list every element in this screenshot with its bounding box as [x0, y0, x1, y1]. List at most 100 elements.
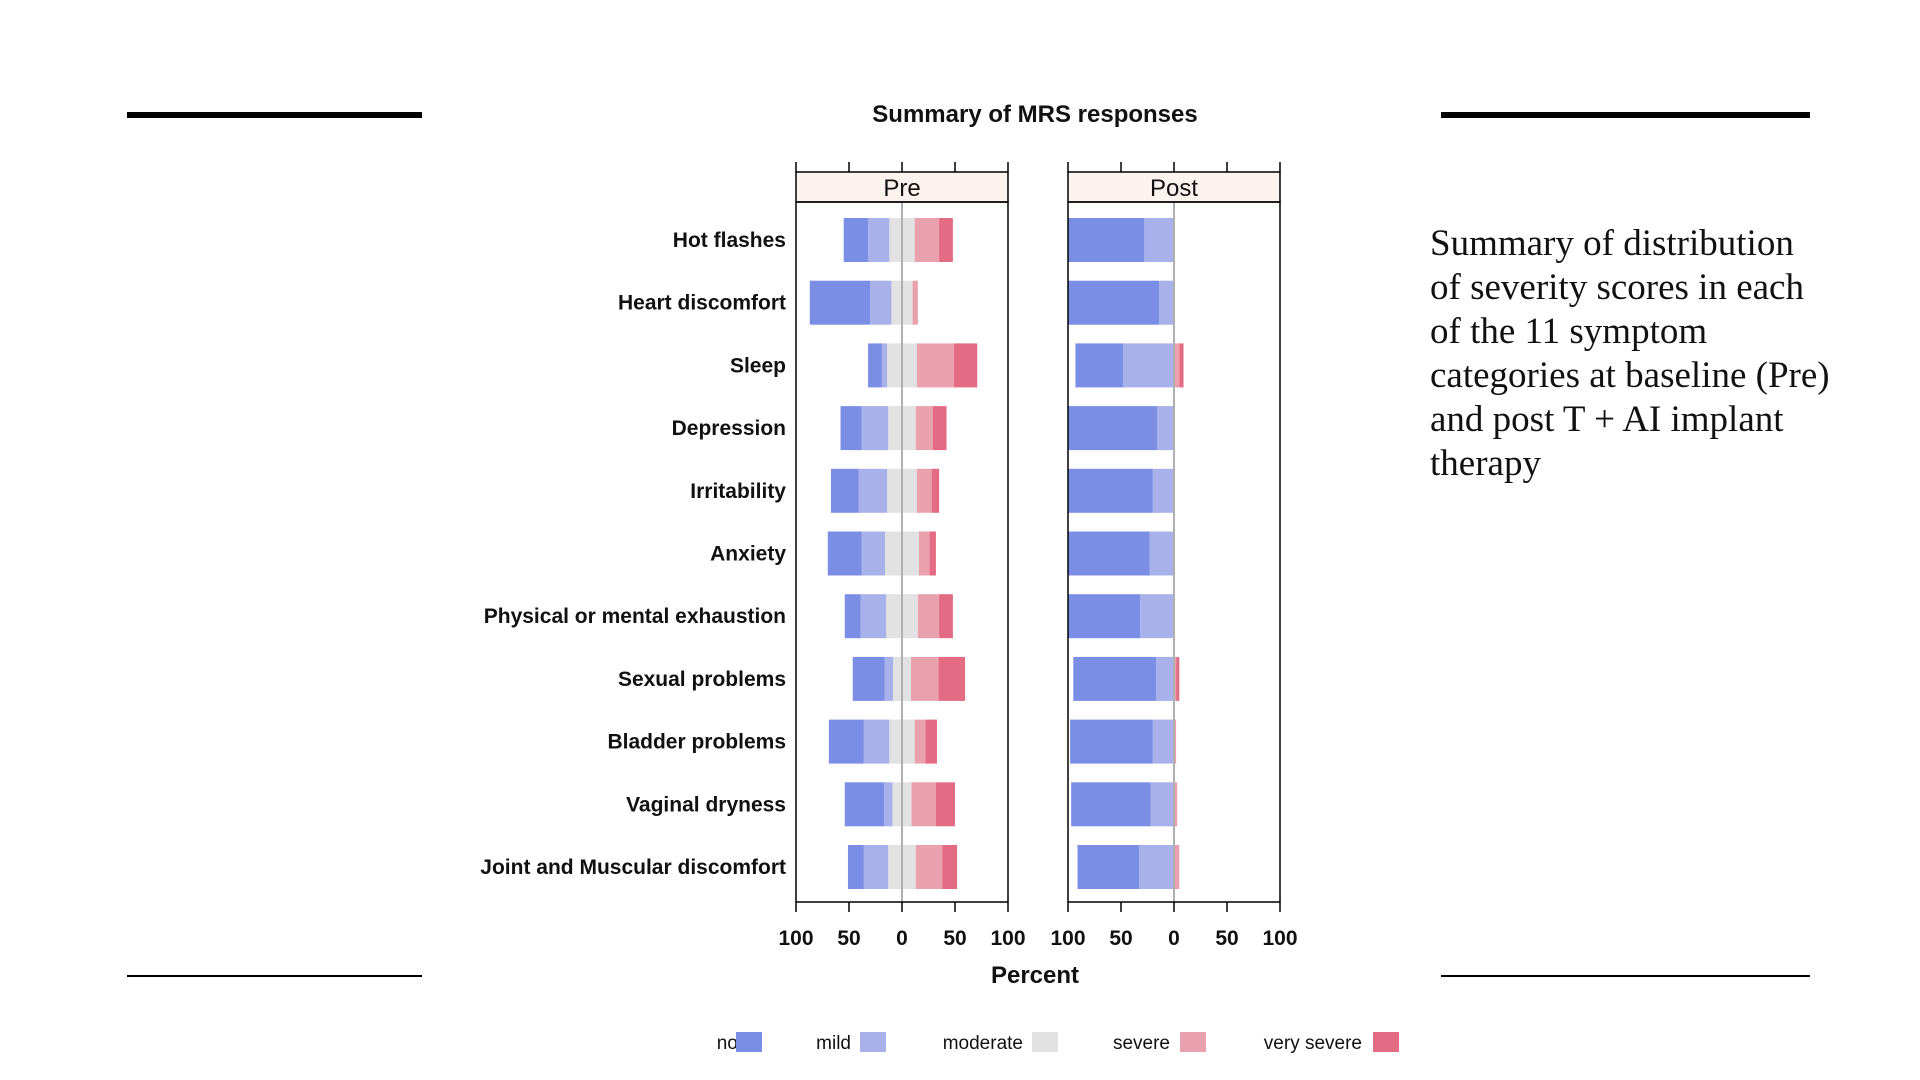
category-label: Sexual problems [618, 668, 786, 691]
legend-swatch [1373, 1032, 1399, 1052]
bar-pre-moderate [902, 406, 916, 451]
bar-pre-very-severe [939, 594, 953, 639]
bar-pre-mild [870, 280, 892, 325]
bar-pre-moderate [891, 280, 902, 325]
bar-pre-severe [916, 343, 954, 388]
bar-pre-moderate [886, 594, 902, 639]
category-label: Heart discomfort [618, 292, 786, 315]
bar-pre-none [809, 280, 871, 325]
x-tick-label: 0 [896, 927, 908, 950]
bar-pre-moderate [902, 656, 912, 701]
bottom-right-rule [1441, 975, 1810, 977]
x-tick-label: 50 [837, 927, 860, 950]
bar-pre-mild [860, 594, 887, 639]
x-axis-label: Percent [991, 962, 1079, 989]
legend-label: mild [816, 1033, 851, 1054]
bar-pre-very-severe [929, 531, 936, 576]
bar-pre-moderate [902, 531, 919, 576]
bar-post-none [1068, 594, 1141, 639]
bar-pre-moderate [902, 845, 916, 889]
bar-post-none [1068, 280, 1160, 325]
bar-pre-severe [914, 719, 926, 764]
category-label: Irritability [690, 480, 786, 503]
bar-pre-moderate [902, 343, 917, 388]
panel-strip-label: Pre [883, 175, 920, 202]
legend-swatch [860, 1032, 886, 1052]
bar-pre-very-severe [935, 782, 955, 827]
bar-pre-none [844, 782, 884, 827]
bar-post-mild [1139, 845, 1174, 889]
bar-pre-mild [863, 719, 890, 764]
bar-pre-moderate [887, 468, 902, 513]
bar-pre-severe [914, 218, 940, 262]
bar-post-mild [1152, 468, 1174, 513]
chart-title: Summary of MRS responses [872, 101, 1197, 128]
bar-post-severe [1174, 719, 1177, 764]
bar-pre-moderate [887, 343, 902, 388]
bar-pre-none [830, 468, 859, 513]
bar-pre-severe [917, 594, 940, 639]
bar-pre-moderate [892, 782, 902, 827]
bar-post-mild [1140, 594, 1174, 639]
bar-pre-moderate [889, 719, 902, 764]
bar-pre-moderate [885, 531, 902, 576]
bar-post-none [1070, 719, 1153, 764]
category-label: Physical or mental exhaustion [484, 605, 786, 628]
bar-pre-none [828, 719, 864, 764]
bar-post-mild [1155, 656, 1174, 701]
bar-pre-moderate [902, 280, 913, 325]
bar-pre-mild [861, 406, 889, 451]
bar-pre-none [852, 656, 885, 701]
legend-label: moderate [943, 1033, 1023, 1054]
bar-post-none [1071, 782, 1151, 827]
bar-pre-moderate [888, 845, 902, 889]
bar-pre-moderate [902, 719, 915, 764]
bar-post-none [1077, 845, 1140, 889]
x-tick-label: 50 [1215, 927, 1238, 950]
bar-pre-severe [911, 656, 939, 701]
category-label: Hot flashes [673, 229, 786, 252]
bar-pre-mild [858, 468, 888, 513]
x-tick-label: 100 [1262, 927, 1297, 950]
bar-pre-very-severe [938, 656, 966, 701]
bar-post-mild [1159, 280, 1174, 325]
bar-post-mild [1157, 406, 1174, 451]
bar-pre-severe [912, 280, 918, 325]
bar-pre-very-severe [925, 719, 937, 764]
legend-label: very severe [1264, 1033, 1362, 1054]
bar-pre-moderate [888, 406, 902, 451]
bar-post-very-severe [1179, 343, 1184, 388]
figure-caption: Summary of distribution of severity scor… [1430, 223, 1830, 484]
x-tick-label: 0 [1168, 927, 1180, 950]
bar-pre-none [847, 845, 864, 889]
panel-strip [795, 171, 1009, 203]
bar-pre-mild [883, 782, 893, 827]
panel-strip-label: Post [1150, 175, 1198, 202]
bar-post-severe [1174, 845, 1180, 889]
bar-pre-very-severe [953, 343, 978, 388]
legend-label: severe [1113, 1033, 1170, 1054]
bar-pre-moderate [902, 468, 917, 513]
bar-post-mild [1144, 218, 1174, 262]
legend-swatch [736, 1032, 762, 1052]
legend-swatch [1032, 1032, 1058, 1052]
legend-swatch [1180, 1032, 1206, 1052]
bar-pre-very-severe [932, 406, 947, 451]
bar-post-none [1068, 468, 1153, 513]
bar-pre-very-severe [939, 218, 953, 262]
bar-pre-mild [863, 845, 889, 889]
bar-post-mild [1123, 343, 1174, 388]
bar-pre-severe [911, 782, 936, 827]
bar-pre-mild [861, 531, 886, 576]
bar-pre-mild [884, 656, 893, 701]
bar-post-mild [1149, 531, 1174, 576]
bar-post-severe [1174, 656, 1177, 701]
category-label: Joint and Muscular discomfort [480, 856, 786, 879]
top-right-rule [1441, 112, 1810, 118]
bar-pre-none [843, 218, 869, 262]
bar-post-none [1068, 218, 1145, 262]
bar-pre-severe [918, 531, 930, 576]
bar-pre-none [840, 406, 862, 451]
bottom-left-rule [127, 975, 422, 977]
category-label: Depression [672, 417, 786, 440]
